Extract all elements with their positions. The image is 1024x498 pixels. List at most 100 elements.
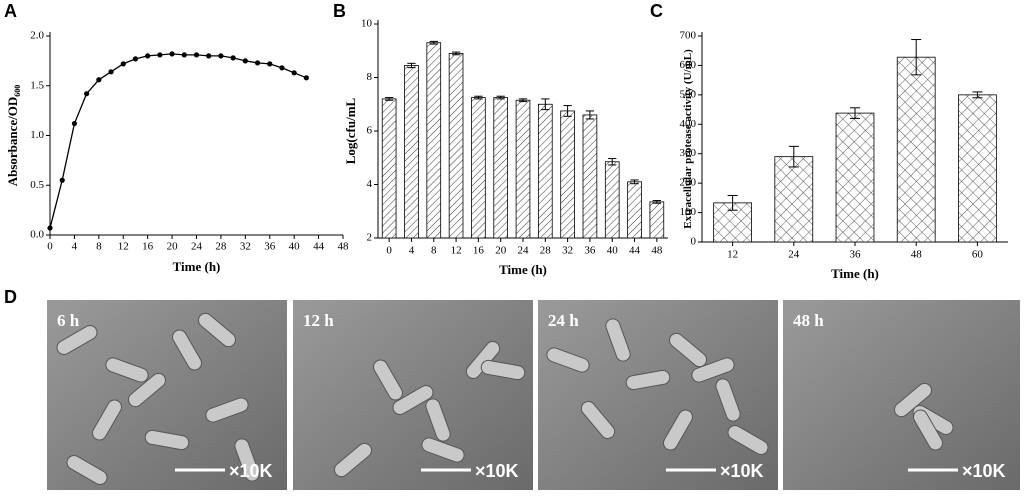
x-tick-label: 16 xyxy=(473,245,485,257)
error-bar xyxy=(541,98,550,111)
data-point xyxy=(71,120,78,127)
x-tick-label: 48 xyxy=(338,241,350,253)
data-line xyxy=(49,53,307,229)
data-point xyxy=(59,177,65,183)
bar xyxy=(774,156,814,243)
x-tick-label: 36 xyxy=(264,241,276,253)
data-point xyxy=(206,53,212,59)
cell xyxy=(92,399,122,441)
cell xyxy=(913,409,943,451)
x-axis-label: Time (h) xyxy=(173,259,221,274)
panel-label: A xyxy=(4,1,17,21)
bar xyxy=(627,181,642,239)
cell xyxy=(894,382,932,418)
x-tick-label: 32 xyxy=(562,245,573,257)
error-bar xyxy=(652,200,661,204)
data-point xyxy=(193,52,200,58)
x-tick-label: 44 xyxy=(629,245,641,257)
micrograph-label: 48 h xyxy=(793,311,824,330)
data-point xyxy=(120,61,126,67)
data-point xyxy=(242,58,248,64)
error-bar xyxy=(385,97,394,101)
data-point xyxy=(218,53,224,59)
micrograph: 48 h ×10K xyxy=(783,300,1020,490)
data-point xyxy=(279,65,285,71)
y-tick-label: 8 xyxy=(367,71,373,83)
data-point xyxy=(145,53,151,59)
cell xyxy=(105,357,149,383)
data-point xyxy=(169,51,175,57)
cell xyxy=(691,357,735,383)
cell xyxy=(663,409,693,451)
x-tick-label: 24 xyxy=(788,249,800,261)
x-tick-label: 60 xyxy=(972,249,984,261)
cell xyxy=(144,429,190,451)
cell xyxy=(373,359,403,401)
y-axis-label-sub: 600 xyxy=(13,85,22,97)
bar xyxy=(515,99,531,239)
y-tick-label: 100 xyxy=(680,206,697,218)
data-point xyxy=(267,61,273,67)
micrograph-image xyxy=(538,300,778,490)
error-bar xyxy=(451,51,461,56)
bar xyxy=(958,94,997,243)
data-point xyxy=(254,60,261,66)
x-tick-label: 8 xyxy=(96,241,102,253)
x-tick-label: 0 xyxy=(47,241,53,253)
cell xyxy=(198,312,236,348)
y-tick-label: 6 xyxy=(367,125,373,137)
x-tick-label: 20 xyxy=(495,245,507,257)
y-axis-label: Log(cfu/mL xyxy=(343,97,358,164)
x-tick-label: 8 xyxy=(431,245,437,257)
y-axis-label: Extracellular protease activity (U/mL) xyxy=(682,49,694,229)
data-point xyxy=(132,56,139,62)
error-bar xyxy=(630,179,639,185)
scale-label: ×10K xyxy=(229,461,273,481)
micrograph-label: 12 h xyxy=(303,311,334,330)
scale-label: ×10K xyxy=(475,461,519,481)
error-bar xyxy=(496,95,505,100)
error-bar xyxy=(788,145,799,168)
y-tick-label: 1.0 xyxy=(30,129,44,141)
bar xyxy=(713,202,752,243)
x-tick-label: 28 xyxy=(215,241,227,253)
cell xyxy=(605,318,631,362)
y-tick-label: 600 xyxy=(680,59,697,71)
x-tick-label: 32 xyxy=(240,241,251,253)
micrograph: 6 h ×10K xyxy=(47,300,287,490)
data-point xyxy=(47,225,53,231)
data-point xyxy=(181,52,187,58)
bar xyxy=(649,201,665,239)
panel-label: C xyxy=(650,1,663,21)
data-point xyxy=(157,52,163,58)
y-axis-label-text: Log(cfu/mL xyxy=(343,97,358,164)
error-bar xyxy=(972,91,983,99)
x-tick-label: 12 xyxy=(451,245,462,257)
cell xyxy=(172,329,202,371)
x-tick-label: 0 xyxy=(386,245,392,257)
micrograph-label: 6 h xyxy=(57,311,80,330)
y-axis-label-text: Extracellular protease activity (U/mL) xyxy=(682,49,694,229)
y-tick-label: 500 xyxy=(680,88,697,100)
scale-label: ×10K xyxy=(720,461,764,481)
error-bar xyxy=(407,62,416,69)
x-tick-label: 36 xyxy=(850,249,862,261)
bar xyxy=(896,56,936,243)
cell xyxy=(66,455,108,485)
x-tick-label: 12 xyxy=(727,249,738,261)
x-axis-label: Time (h) xyxy=(831,266,879,281)
y-axis-label: Absorbance/OD600 xyxy=(5,85,22,187)
y-tick-label: 2.0 xyxy=(30,30,44,42)
micrograph-label: 24 h xyxy=(548,311,579,330)
bar xyxy=(604,161,620,239)
bar xyxy=(493,97,509,239)
bar xyxy=(560,110,575,239)
cell xyxy=(128,372,166,408)
error-bar xyxy=(585,110,595,120)
x-tick-label: 40 xyxy=(607,245,619,257)
y-tick-label: 2 xyxy=(367,232,373,244)
cell xyxy=(727,425,769,455)
x-tick-label: 4 xyxy=(72,241,78,253)
x-tick-label: 44 xyxy=(313,241,325,253)
